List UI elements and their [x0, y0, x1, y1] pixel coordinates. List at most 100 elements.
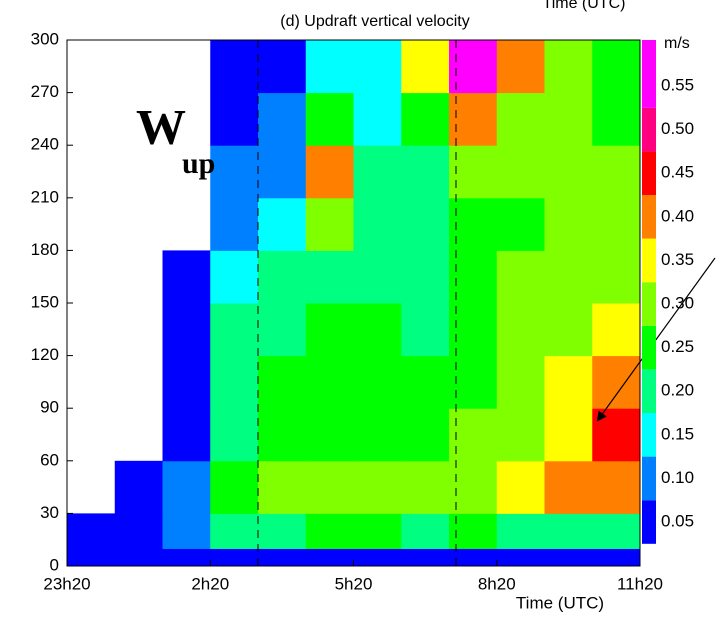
- cell: [449, 145, 498, 199]
- cell: [210, 460, 259, 514]
- cell: [210, 145, 259, 199]
- cell: [353, 303, 402, 357]
- cell: [210, 250, 259, 304]
- cell: [305, 355, 354, 409]
- cell: [592, 92, 641, 146]
- cell: [114, 460, 163, 514]
- cell: [305, 548, 354, 567]
- cell: [258, 355, 307, 409]
- cell: [67, 513, 116, 549]
- cell: [544, 40, 593, 94]
- colorbar-label: 0.50: [661, 119, 694, 138]
- colorbar-segment: [642, 456, 656, 501]
- annotation-sub: up: [182, 147, 215, 180]
- cell: [496, 303, 545, 357]
- cell: [305, 197, 354, 251]
- cell: [449, 40, 498, 94]
- colorbar-segment: [642, 195, 656, 239]
- colorbar-segment: [642, 151, 656, 195]
- y-tick-label: 60: [40, 450, 59, 469]
- cell: [401, 513, 450, 549]
- cell: [496, 145, 545, 199]
- cell: [449, 355, 498, 409]
- y-tick-label: 30: [40, 503, 59, 522]
- colorbar-segment: [642, 238, 656, 283]
- top-label: Time (UTC): [543, 0, 626, 12]
- cell: [353, 197, 402, 251]
- colorbar-label: 0.20: [661, 381, 694, 400]
- y-tick-label: 120: [31, 345, 59, 364]
- cell: [162, 460, 211, 514]
- y-tick-label: 210: [31, 187, 59, 206]
- cell: [353, 145, 402, 199]
- cell: [353, 548, 402, 567]
- cell: [496, 513, 545, 549]
- cell: [449, 250, 498, 304]
- cell: [401, 197, 450, 251]
- cell: [258, 145, 307, 199]
- colorbar-title: m/s: [664, 35, 690, 52]
- heatmap: [67, 40, 641, 567]
- cell: [353, 408, 402, 462]
- cell: [544, 548, 593, 567]
- cell: [592, 355, 641, 409]
- cell: [210, 408, 259, 462]
- chart-title: (d) Updraft vertical velocity: [280, 13, 469, 30]
- cell: [544, 92, 593, 146]
- cell: [210, 197, 259, 251]
- cell: [544, 145, 593, 199]
- cell: [210, 355, 259, 409]
- y-tick-label: 180: [31, 240, 59, 259]
- colorbar-segment: [642, 282, 656, 326]
- cell: [305, 460, 354, 514]
- cell: [353, 40, 402, 94]
- cell: [544, 408, 593, 462]
- cell: [162, 408, 211, 462]
- cell: [449, 513, 498, 549]
- annotation: W: [136, 98, 186, 154]
- cell: [544, 460, 593, 514]
- cell: [305, 513, 354, 549]
- cell: [449, 197, 498, 251]
- colorbar-segment: [642, 413, 656, 457]
- cell: [544, 355, 593, 409]
- cell: [210, 40, 259, 94]
- cell: [449, 303, 498, 357]
- cell: [210, 548, 259, 567]
- cell: [401, 250, 450, 304]
- cell: [162, 355, 211, 409]
- arrow: [596, 257, 716, 422]
- cell: [258, 513, 307, 549]
- cell: [592, 513, 641, 549]
- cell: [496, 355, 545, 409]
- cell: [449, 92, 498, 146]
- cell: [210, 303, 259, 357]
- cell: [496, 250, 545, 304]
- cell: [162, 250, 211, 304]
- cell: [544, 197, 593, 251]
- y-tick-label: 240: [31, 135, 59, 154]
- cell: [496, 460, 545, 514]
- cell: [162, 303, 211, 357]
- cell: [210, 513, 259, 549]
- cell: [210, 92, 259, 146]
- cell: [544, 250, 593, 304]
- x-tick-label: 23h20: [43, 574, 90, 593]
- cell: [258, 92, 307, 146]
- cell: [305, 303, 354, 357]
- cell: [592, 408, 641, 462]
- cell: [305, 92, 354, 146]
- colorbar-label: 0.55: [661, 75, 694, 94]
- cell: [496, 408, 545, 462]
- cell: [592, 197, 641, 251]
- cell: [544, 303, 593, 357]
- cell: [353, 355, 402, 409]
- cell: [592, 250, 641, 304]
- cell: [496, 40, 545, 94]
- cell: [401, 92, 450, 146]
- colorbar-segment: [642, 325, 656, 370]
- cell: [449, 460, 498, 514]
- cell: [305, 40, 354, 94]
- cell: [258, 250, 307, 304]
- cell: [305, 408, 354, 462]
